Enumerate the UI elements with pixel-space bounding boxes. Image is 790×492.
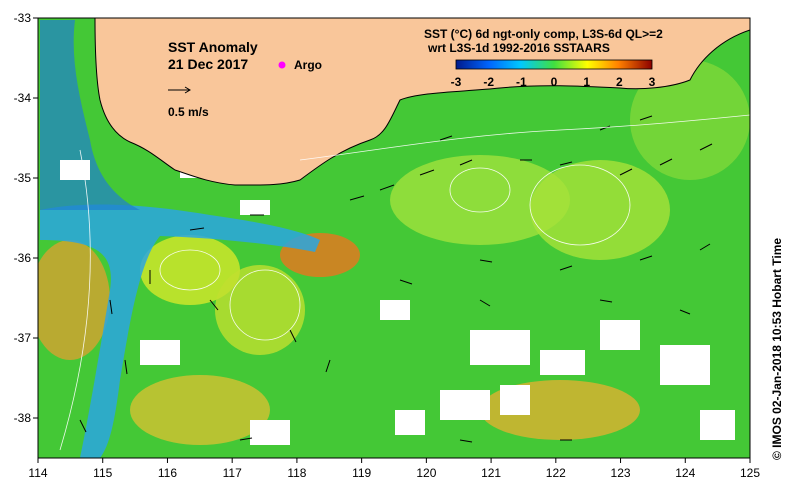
- x-tick-label: 120: [416, 466, 436, 480]
- y-tick-label: -34: [14, 91, 32, 105]
- anomaly-patch-yellow: [215, 265, 305, 355]
- vector-scale-arrow: [168, 86, 191, 94]
- legend-line1: SST (°C) 6d ngt-only comp, L3S-6d QL>=2: [424, 27, 663, 41]
- colorbar: [455, 59, 653, 70]
- x-axis: 114 115 116 117 118 119 120 121 122 123 124 125: [28, 458, 760, 480]
- x-tick-label: 118: [287, 466, 306, 480]
- argo-label: Argo: [294, 58, 322, 72]
- anomaly-patch-light: [390, 155, 570, 245]
- x-tick-label: 122: [546, 466, 566, 480]
- y-tick-label: -38: [14, 411, 32, 425]
- anomaly-patch-light: [630, 60, 750, 180]
- argo-marker-icon: [278, 61, 286, 69]
- x-tick-label: 116: [158, 466, 177, 480]
- colorbar-ticks: -3 -2 -1 0 1 2 3: [451, 75, 656, 89]
- x-tick-label: 121: [481, 466, 501, 480]
- y-tick-label: -36: [14, 251, 32, 265]
- colorbar-tick-label: 3: [649, 75, 656, 89]
- colorbar-tick-label: 1: [583, 75, 590, 89]
- x-tick-label: 123: [611, 466, 631, 480]
- x-tick-label: 124: [675, 466, 695, 480]
- colorbar-tick-label: -3: [451, 75, 462, 89]
- anomaly-patch-warm: [130, 375, 270, 445]
- colorbar-tick-label: -2: [483, 75, 494, 89]
- x-tick-label: 117: [223, 466, 242, 480]
- vector-scale-label: 0.5 m/s: [168, 105, 209, 119]
- colorbar-tick-label: 0: [551, 75, 558, 89]
- x-tick-label: 114: [28, 466, 47, 480]
- y-tick-label: -35: [14, 171, 32, 185]
- x-tick-label: 119: [352, 466, 371, 480]
- colorbar-tick-label: -1: [516, 75, 527, 89]
- credit-label: © IMOS 02-Jan-2018 10:53 Hobart Time: [770, 238, 784, 460]
- plot-frame: [37, 17, 751, 459]
- map-title-line1: SST Anomaly: [168, 39, 258, 55]
- anomaly-patch-warm: [38, 240, 110, 360]
- current-vectors: [79, 115, 713, 443]
- anomaly-patch-light: [530, 160, 670, 260]
- cold-anomaly-tongue: [40, 204, 320, 458]
- x-tick-label: 115: [93, 466, 112, 480]
- y-tick-label: -37: [14, 331, 32, 345]
- x-tick-label: 125: [740, 466, 760, 480]
- legend-line2: wrt L3S-1d 1992-2016 SSTAARS: [427, 41, 610, 55]
- map-title-line2: 21 Dec 2017: [168, 56, 248, 72]
- sea-level-contours: [59, 114, 750, 451]
- plot-area: [38, 18, 750, 458]
- y-axis: -33 -34 -35 -36 -37 -38: [14, 11, 38, 425]
- y-tick-label: -33: [14, 11, 32, 25]
- colorbar-tick-label: 2: [616, 75, 623, 89]
- anomaly-patch-yellow: [140, 235, 240, 305]
